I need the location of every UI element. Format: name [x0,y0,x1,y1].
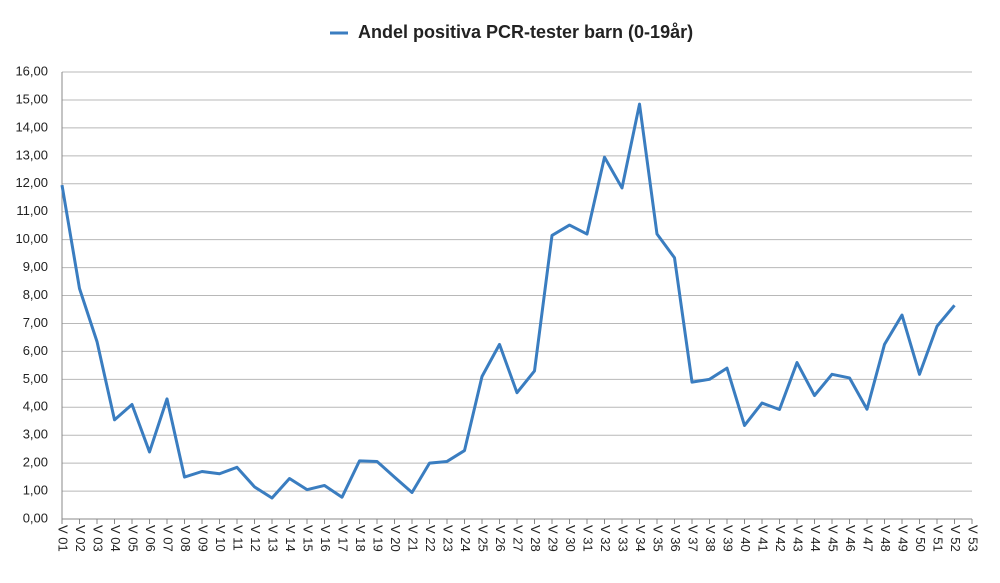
x-tick-label: V 01 [56,525,71,552]
x-tick-label: V 30 [563,525,578,552]
y-tick-label: 8,00 [23,287,48,302]
x-tick-label: V 37 [686,525,701,552]
x-tick-label: V 31 [581,525,596,552]
y-tick-label: 1,00 [23,483,48,498]
x-tick-label: V 14 [283,525,298,552]
x-tick-label: V 22 [423,525,438,552]
x-tick-label: V 07 [161,525,176,552]
x-tick-label: V 20 [388,525,403,552]
x-tick-label: V 13 [266,525,281,552]
y-tick-label: 15,00 [15,91,48,106]
x-tick-label: V 15 [301,525,316,552]
x-tick-label: V 06 [143,525,158,552]
y-tick-label: 0,00 [23,510,48,525]
x-tick-label: V 40 [738,525,753,552]
x-tick-label: V 38 [703,525,718,552]
series-line [60,102,956,500]
x-tick-label: V 39 [721,525,736,552]
x-tick-label: V 34 [633,525,648,552]
y-tick-label: 2,00 [23,455,48,470]
y-tick-label: 10,00 [15,231,48,246]
x-tick-label: V 48 [878,525,893,552]
y-tick-label: 16,00 [15,63,48,78]
x-tick-label: V 43 [791,525,806,552]
x-tick-label: V 29 [546,525,561,552]
y-tick-label: 3,00 [23,427,48,442]
x-tick-label: V 32 [598,525,613,552]
y-tick-label: 4,00 [23,399,48,414]
x-tick-label: V 08 [178,525,193,552]
y-tick-label: 6,00 [23,343,48,358]
x-tick-label: V 18 [353,525,368,552]
x-tick-label: V 35 [651,525,666,552]
x-tick-label: V 12 [248,525,263,552]
x-tick-label: V 16 [318,525,333,552]
x-tick-label: V 24 [458,525,473,552]
x-tick-label: V 27 [511,525,526,552]
x-tick-label: V 25 [476,525,491,552]
x-tick-label: V 17 [336,525,351,552]
x-tick-label: V 52 [948,525,963,552]
x-tick-label: V 11 [231,525,246,551]
x-tick-label: V 03 [91,525,106,552]
x-tick-label: V 46 [843,525,858,552]
y-tick-label: 9,00 [23,259,48,274]
x-tick-label: V 44 [808,525,823,552]
y-tick-label: 12,00 [15,175,48,190]
x-tick-label: V 10 [213,525,228,552]
x-tick-label: V 33 [616,525,631,552]
x-tick-label: V 26 [493,525,508,552]
y-tick-label: 11,00 [16,203,48,218]
x-tick-label: V 36 [668,525,683,552]
x-tick-label: V 02 [73,525,88,552]
x-tick-label: V 21 [406,525,421,552]
x-tick-label: V 51 [931,525,946,552]
x-tick-label: V 09 [196,525,211,552]
x-tick-label: V 41 [756,525,771,552]
x-tick-label: V 19 [371,525,386,552]
x-tick-label: V 28 [528,525,543,552]
x-tick-label: V 53 [966,525,981,552]
x-tick-label: V 47 [861,525,876,552]
y-tick-label: 7,00 [23,315,48,330]
y-tick-label: 5,00 [23,371,48,386]
x-tick-label: V 04 [108,525,123,552]
x-tick-label: V 05 [126,525,141,552]
y-tick-label: 13,00 [15,147,48,162]
x-tick-label: V 45 [826,525,841,552]
legend-label: Andel positiva PCR-tester barn (0-19år) [358,22,693,42]
y-tick-label: 14,00 [15,119,48,134]
x-tick-label: V 42 [773,525,788,552]
x-tick-label: V 23 [441,525,456,552]
x-tick-label: V 49 [896,525,911,552]
x-tick-label: V 50 [913,525,928,552]
